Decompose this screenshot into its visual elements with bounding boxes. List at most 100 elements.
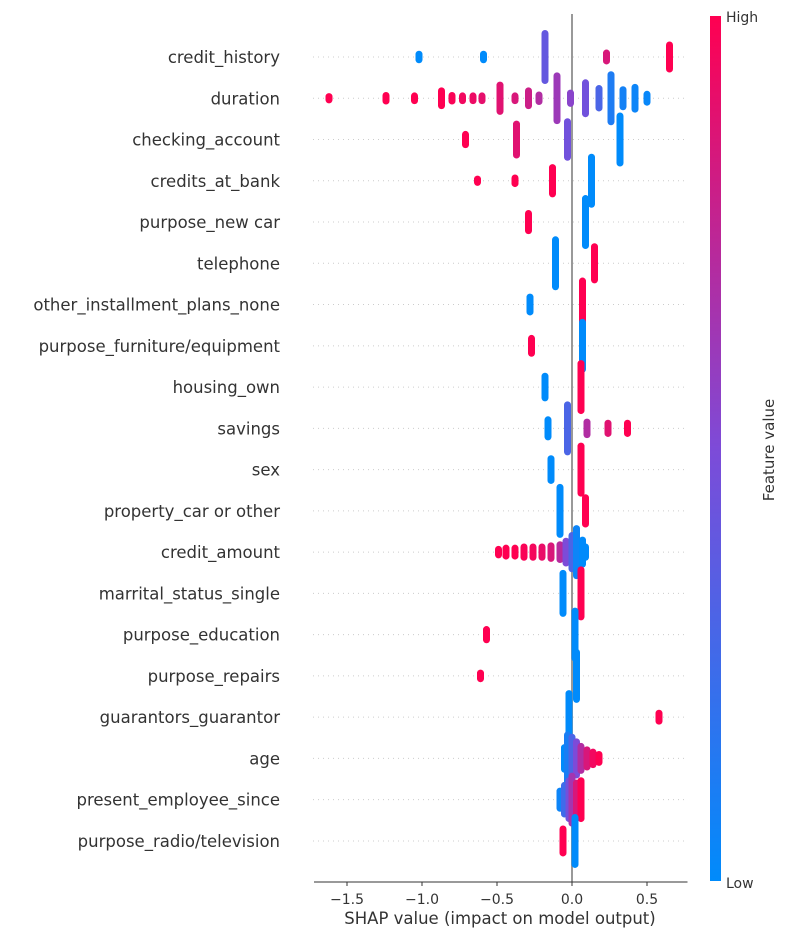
data-points [325,30,673,868]
data-point-cluster [666,41,673,73]
data-point-cluster [541,30,549,84]
data-point-cluster [552,236,559,291]
feature-label: purpose_new car [139,213,280,233]
data-point-cluster [541,372,549,402]
x-tick-label: −1.5 [330,892,364,908]
data-point-cluster [616,112,624,167]
feature-row-points [483,607,579,662]
data-point-cluster [565,690,573,745]
feature-row-points [495,525,589,580]
data-point-cluster [603,49,610,65]
feature-label: marrital_status_single [99,584,280,604]
data-point-cluster [579,318,586,373]
colorbar-low-label: Low [726,876,754,892]
data-point-cluster [577,566,585,621]
feature-label: other_installment_plans_none [33,296,280,316]
data-point-cluster [448,91,456,105]
data-point-cluster [415,50,423,64]
grid-lines [313,56,688,842]
feature-row-points [528,318,586,373]
data-point-cluster [559,825,567,857]
data-point-cluster [643,90,651,106]
feature-label: guarantors_guarantor [100,708,281,728]
feature-row-points [325,71,651,126]
data-point-cluster [582,195,589,250]
data-point-cluster [511,92,519,105]
x-tick-label: −1.0 [405,892,439,908]
data-point-cluster [562,537,570,567]
x-axis-label: SHAP value (impact on model output) [344,909,655,928]
feature-label: checking_account [132,131,280,151]
feature-label: credits_at_bank [151,172,281,192]
data-point-cluster [571,607,579,662]
data-point-cluster [547,455,555,484]
data-point-cluster [564,118,571,161]
data-point-cluster [480,50,487,64]
data-point-cluster [591,243,598,284]
data-point-cluster [579,277,586,332]
data-point-cluster [477,669,484,683]
data-point-cluster [573,525,580,580]
x-axis-ticks: −1.5 −1.0 −0.5 0.0 0.5 [330,882,658,908]
data-point-cluster [655,709,663,725]
feature-label: purpose_repairs [148,667,280,687]
feature-row-points [559,566,585,621]
x-tick-label: −0.5 [480,892,514,908]
data-point-cluster [526,293,534,316]
feature-row-points [544,401,631,456]
data-point-cluster [624,419,631,437]
feature-labels: credit_history duration checking_accountcr… [33,48,280,852]
data-point-cluster [583,746,591,771]
data-point-cluster [459,92,466,105]
feature-label: credit_amount [161,543,281,563]
data-point-cluster [556,483,564,538]
feature-row-points [415,30,673,84]
data-point-cluster [607,71,615,126]
feature-row-points [474,153,595,208]
colorbar-high-label: High [726,10,758,26]
data-point-cluster [544,416,552,441]
data-point-cluster [589,748,597,769]
data-point-cluster [577,442,585,497]
feature-label: purpose_education [123,626,280,646]
data-point-cluster [553,72,561,125]
data-point-cluster [582,543,589,561]
feature-row-points [547,442,585,497]
data-point-cluster [496,81,504,115]
feature-row-points [525,195,589,250]
feature-label: age [249,749,280,768]
feature-label: telephone [197,254,280,273]
data-point-cluster [325,93,333,104]
data-point-cluster [513,120,520,159]
data-point-cluster [595,750,603,766]
feature-label: duration [211,89,280,108]
data-point-cluster [547,542,555,562]
data-point-cluster [495,545,502,559]
data-point-cluster [483,626,490,644]
data-point-cluster [559,569,567,617]
feature-row-points [541,360,585,415]
data-point-cluster [529,543,537,561]
data-point-cluster [511,174,519,188]
data-point-cluster [564,401,571,456]
feature-row-points [556,772,585,827]
colorbar-title: Feature value [760,399,778,501]
colorbar [710,16,721,881]
data-point-cluster [619,86,627,111]
data-point-cluster [556,541,564,564]
data-point-cluster [528,334,535,357]
data-point-cluster [411,92,418,105]
feature-row-points [561,731,603,786]
x-tick-label: 0.0 [561,892,583,908]
data-point-cluster [583,418,591,439]
x-tick-label: 0.5 [636,892,658,908]
feature-label: present_employee_since [76,791,280,811]
feature-label: savings [217,419,280,438]
feature-row-points [477,648,580,703]
data-point-cluster [588,153,595,208]
data-point-cluster [462,130,469,149]
data-point-cluster [577,742,585,774]
data-point-cluster [520,543,528,561]
feature-row-points [565,690,663,745]
